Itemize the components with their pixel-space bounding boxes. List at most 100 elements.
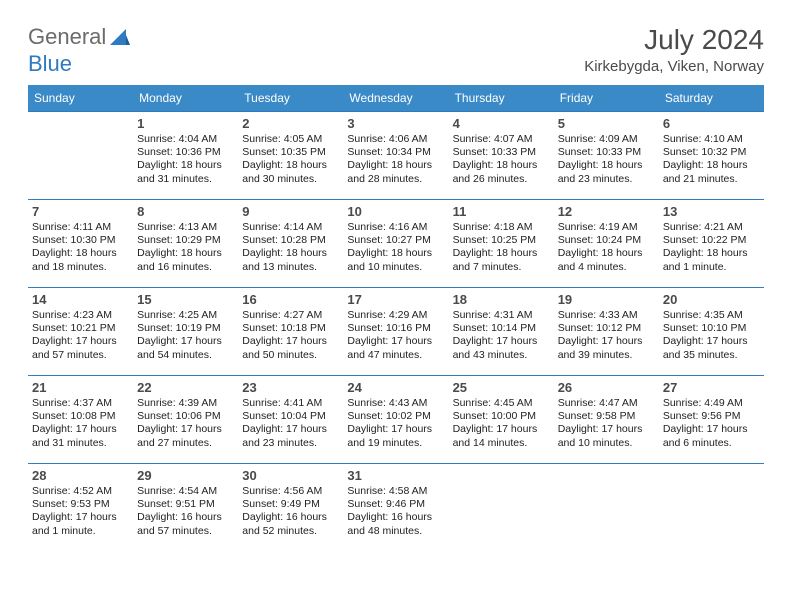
day-cell: 12Sunrise: 4:19 AMSunset: 10:24 PMDaylig… — [554, 200, 659, 288]
weekday-header: Friday — [554, 85, 659, 112]
sunset-line: Sunset: 10:35 PM — [242, 146, 325, 158]
day-number: 23 — [242, 380, 339, 395]
sunrise-line: Sunrise: 4:49 AM — [663, 397, 743, 409]
sun-info: Sunrise: 4:35 AMSunset: 10:10 PMDaylight… — [663, 309, 760, 362]
sun-info: Sunrise: 4:19 AMSunset: 10:24 PMDaylight… — [558, 221, 655, 274]
day-number: 27 — [663, 380, 760, 395]
sun-info: Sunrise: 4:04 AMSunset: 10:36 PMDaylight… — [137, 133, 234, 186]
daylight-line: Daylight: 18 hours and 13 minutes. — [242, 247, 327, 272]
day-number: 3 — [347, 116, 444, 131]
logo: General Blue — [28, 24, 130, 77]
sunset-line: Sunset: 10:04 PM — [242, 410, 325, 422]
sunset-line: Sunset: 10:14 PM — [453, 322, 536, 334]
week-row: 1 Sunrise: 4:04 AMSunset: 10:36 PMDayligh… — [28, 112, 764, 200]
sunset-line: Sunset: 9:58 PM — [558, 410, 636, 422]
day-cell: 30Sunrise: 4:56 AMSunset: 9:49 PMDayligh… — [238, 464, 343, 552]
day-cell — [28, 112, 133, 200]
day-cell: 3 Sunrise: 4:06 AMSunset: 10:34 PMDayligh… — [343, 112, 448, 200]
day-cell: 20 Sunrise: 4:35 AMSunset: 10:10 PMDaylig… — [659, 288, 764, 376]
sun-info: Sunrise: 4:41 AMSunset: 10:04 PMDaylight… — [242, 397, 339, 450]
day-cell — [554, 464, 659, 552]
logo-text-blue: Blue — [28, 51, 72, 76]
daylight-line: Daylight: 18 hours and 4 minutes. — [558, 247, 643, 272]
sunrise-line: Sunrise: 4:35 AM — [663, 309, 743, 321]
sunset-line: Sunset: 10:33 PM — [558, 146, 641, 158]
sun-info: Sunrise: 4:49 AMSunset: 9:56 PMDaylight:… — [663, 397, 760, 450]
sunset-line: Sunset: 9:51 PM — [137, 498, 215, 510]
day-cell: 28Sunrise: 4:52 AMSunset: 9:53 PMDayligh… — [28, 464, 133, 552]
sunset-line: Sunset: 9:46 PM — [347, 498, 425, 510]
sunset-line: Sunset: 10:33 PM — [453, 146, 536, 158]
day-cell: 14Sunrise: 4:23 AMSunset: 10:21 PMDaylig… — [28, 288, 133, 376]
day-cell: 18Sunrise: 4:31 AMSunset: 10:14 PMDaylig… — [449, 288, 554, 376]
sunset-line: Sunset: 10:02 PM — [347, 410, 430, 422]
sun-info: Sunrise: 4:56 AMSunset: 9:49 PMDaylight:… — [242, 485, 339, 538]
daylight-line: Daylight: 18 hours and 1 minute. — [663, 247, 748, 272]
weekday-header: Saturday — [659, 85, 764, 112]
day-number: 15 — [137, 292, 234, 307]
sun-info: Sunrise: 4:37 AMSunset: 10:08 PMDaylight… — [32, 397, 129, 450]
sun-info: Sunrise: 4:27 AMSunset: 10:18 PMDaylight… — [242, 309, 339, 362]
sun-info: Sunrise: 4:58 AMSunset: 9:46 PMDaylight:… — [347, 485, 444, 538]
sunset-line: Sunset: 10:00 PM — [453, 410, 536, 422]
sunset-line: Sunset: 10:12 PM — [558, 322, 641, 334]
daylight-line: Daylight: 17 hours and 57 minutes. — [32, 335, 117, 360]
daylight-line: Daylight: 18 hours and 7 minutes. — [453, 247, 538, 272]
week-row: 7Sunrise: 4:11 AMSunset: 10:30 PMDayligh… — [28, 200, 764, 288]
day-number: 11 — [453, 204, 550, 219]
week-row: 14Sunrise: 4:23 AMSunset: 10:21 PMDaylig… — [28, 288, 764, 376]
sunrise-line: Sunrise: 4:11 AM — [32, 221, 111, 233]
location-line: Kirkebygda, Viken, Norway — [584, 58, 764, 75]
weekday-header: Tuesday — [238, 85, 343, 112]
sunrise-line: Sunrise: 4:23 AM — [32, 309, 112, 321]
sunset-line: Sunset: 10:21 PM — [32, 322, 115, 334]
day-cell — [449, 464, 554, 552]
sunrise-line: Sunrise: 4:27 AM — [242, 309, 322, 321]
day-cell: 26 Sunrise: 4:47 AMSunset: 9:58 PMDayligh… — [554, 376, 659, 464]
day-cell: 10Sunrise: 4:16 AMSunset: 10:27 PMDaylig… — [343, 200, 448, 288]
sunrise-line: Sunrise: 4:37 AM — [32, 397, 112, 409]
title-block: July 2024 Kirkebygda, Viken, Norway — [584, 24, 764, 75]
day-number: 1 — [137, 116, 234, 131]
sunset-line: Sunset: 10:27 PM — [347, 234, 430, 246]
day-cell: 21Sunrise: 4:37 AMSunset: 10:08 PMDaylig… — [28, 376, 133, 464]
sunset-line: Sunset: 10:18 PM — [242, 322, 325, 334]
day-number: 2 — [242, 116, 339, 131]
day-cell: 16Sunrise: 4:27 AMSunset: 10:18 PMDaylig… — [238, 288, 343, 376]
day-number: 17 — [347, 292, 444, 307]
sun-info: Sunrise: 4:06 AMSunset: 10:34 PMDaylight… — [347, 133, 444, 186]
sun-info: Sunrise: 4:14 AMSunset: 10:28 PMDaylight… — [242, 221, 339, 274]
sunrise-line: Sunrise: 4:39 AM — [137, 397, 217, 409]
sunrise-line: Sunrise: 4:16 AM — [347, 221, 427, 233]
sunrise-line: Sunrise: 4:06 AM — [347, 133, 427, 145]
sun-info: Sunrise: 4:21 AMSunset: 10:22 PMDaylight… — [663, 221, 760, 274]
day-number: 20 — [663, 292, 760, 307]
sunrise-line: Sunrise: 4:47 AM — [558, 397, 638, 409]
sunset-line: Sunset: 10:06 PM — [137, 410, 220, 422]
daylight-line: Daylight: 17 hours and 31 minutes. — [32, 423, 117, 448]
daylight-line: Daylight: 17 hours and 10 minutes. — [558, 423, 643, 448]
sunrise-line: Sunrise: 4:09 AM — [558, 133, 638, 145]
sun-info: Sunrise: 4:23 AMSunset: 10:21 PMDaylight… — [32, 309, 129, 362]
day-number: 31 — [347, 468, 444, 483]
sunset-line: Sunset: 10:19 PM — [137, 322, 220, 334]
day-number: 10 — [347, 204, 444, 219]
sunrise-line: Sunrise: 4:18 AM — [453, 221, 533, 233]
day-cell: 27 Sunrise: 4:49 AMSunset: 9:56 PMDayligh… — [659, 376, 764, 464]
sunset-line: Sunset: 10:24 PM — [558, 234, 641, 246]
sunset-line: Sunset: 9:53 PM — [32, 498, 110, 510]
sunset-line: Sunset: 9:49 PM — [242, 498, 320, 510]
daylight-line: Daylight: 18 hours and 23 minutes. — [558, 159, 643, 184]
daylight-line: Daylight: 18 hours and 16 minutes. — [137, 247, 222, 272]
day-number: 4 — [453, 116, 550, 131]
sunrise-line: Sunrise: 4:25 AM — [137, 309, 217, 321]
day-number: 26 — [558, 380, 655, 395]
day-cell: 31 Sunrise: 4:58 AMSunset: 9:46 PMDayligh… — [343, 464, 448, 552]
sunset-line: Sunset: 10:08 PM — [32, 410, 115, 422]
daylight-line: Daylight: 17 hours and 43 minutes. — [453, 335, 538, 360]
sun-info: Sunrise: 4:47 AMSunset: 9:58 PMDaylight:… — [558, 397, 655, 450]
day-number: 25 — [453, 380, 550, 395]
sun-info: Sunrise: 4:11 AMSunset: 10:30 PMDaylight… — [32, 221, 129, 274]
daylight-line: Daylight: 16 hours and 48 minutes. — [347, 511, 432, 536]
calendar-grid: SundayMondayTuesdayWednesdayThursdayFrid… — [28, 85, 764, 552]
